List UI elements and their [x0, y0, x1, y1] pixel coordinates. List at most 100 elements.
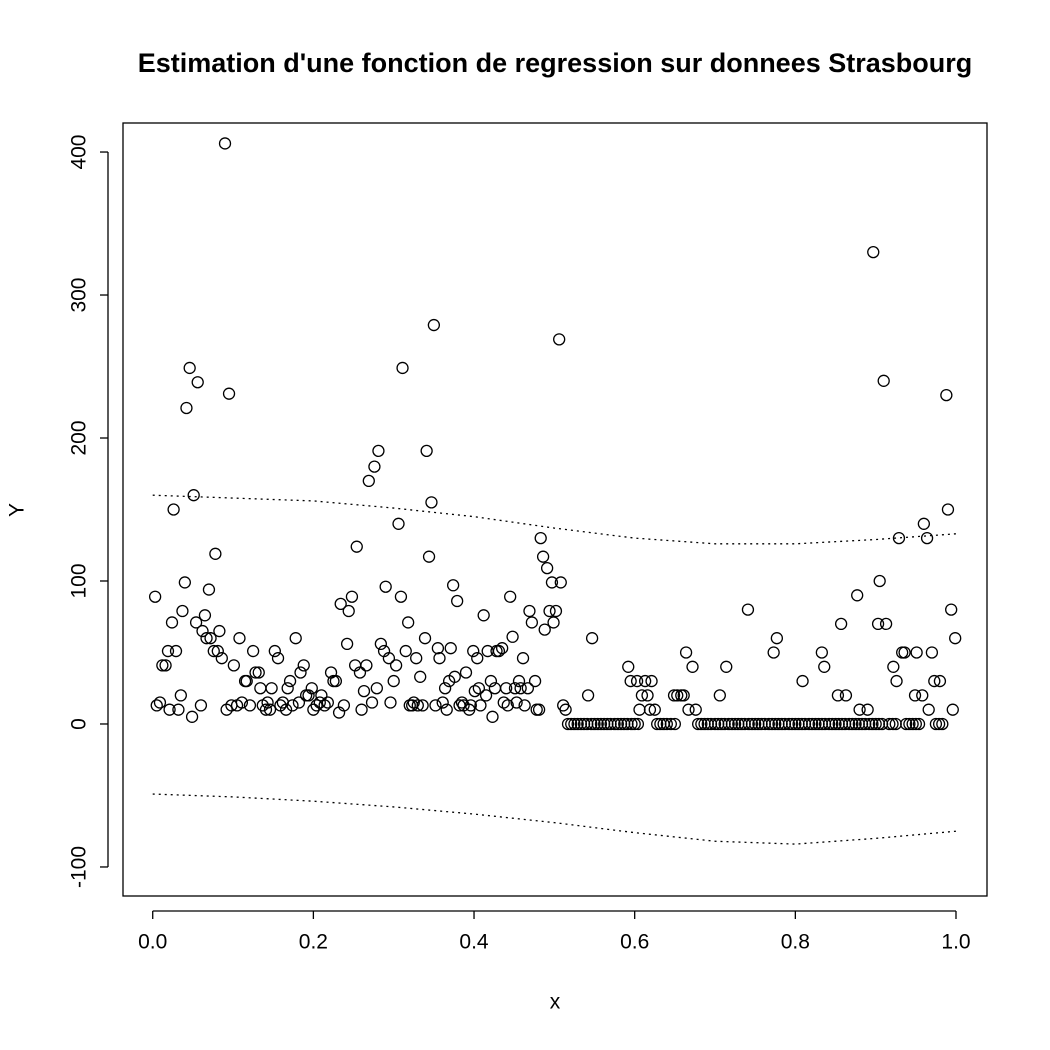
point [689, 703, 702, 716]
point [826, 717, 839, 731]
point [156, 659, 169, 672]
band-line [152, 494, 957, 545]
point [679, 646, 693, 659]
point [769, 717, 782, 731]
point [196, 624, 209, 638]
point [396, 361, 409, 375]
point [263, 703, 277, 716]
point [384, 696, 397, 709]
point [246, 644, 260, 658]
point [561, 717, 575, 731]
point [839, 689, 853, 702]
point [194, 699, 208, 712]
point [187, 489, 200, 502]
point [660, 717, 673, 731]
point [353, 666, 367, 679]
point [767, 646, 780, 659]
y-axis-title: Y [6, 503, 29, 517]
point [307, 703, 320, 716]
point [252, 666, 265, 679]
point [581, 689, 595, 702]
point [651, 717, 664, 731]
point [436, 696, 449, 709]
point [299, 689, 313, 702]
point [525, 616, 539, 629]
point [677, 689, 690, 702]
point [932, 717, 946, 731]
point [633, 703, 646, 716]
point [455, 696, 469, 709]
point [834, 617, 848, 631]
point [337, 699, 351, 712]
point [318, 699, 331, 712]
point [148, 590, 162, 603]
point [213, 624, 226, 638]
point [945, 603, 958, 616]
point [474, 699, 487, 712]
point [849, 717, 862, 731]
point [831, 689, 845, 702]
point [554, 576, 567, 589]
point [545, 576, 559, 589]
point [254, 682, 267, 695]
point [510, 696, 523, 709]
point [427, 318, 441, 332]
point [829, 717, 842, 731]
point [867, 245, 880, 259]
point [464, 699, 477, 712]
point [818, 660, 831, 673]
point [220, 703, 233, 716]
x-tick-label: 0.2 [299, 931, 328, 954]
point [414, 670, 427, 683]
point [422, 550, 436, 563]
point [741, 603, 755, 616]
y-tick-label: 0 [68, 718, 91, 730]
point [165, 616, 179, 629]
band-line [152, 793, 957, 845]
point [565, 717, 578, 731]
point [553, 333, 566, 346]
point [329, 674, 343, 688]
point [929, 717, 943, 731]
point [204, 632, 217, 645]
point [749, 717, 762, 731]
point [392, 517, 405, 530]
point [153, 696, 167, 709]
y-tick-label: 200 [68, 420, 91, 455]
point [668, 717, 681, 731]
plot-box [122, 122, 988, 897]
point [222, 387, 236, 400]
point [585, 632, 599, 645]
point [547, 616, 560, 629]
point [686, 660, 699, 673]
point [534, 531, 547, 545]
point [249, 666, 262, 679]
point [796, 674, 809, 688]
point [420, 444, 433, 458]
point [892, 531, 906, 545]
point [815, 646, 828, 659]
point [211, 644, 224, 658]
point [863, 717, 876, 731]
point [591, 717, 604, 731]
point [853, 703, 866, 716]
point [920, 531, 934, 545]
point [163, 703, 176, 716]
point [431, 642, 445, 655]
point [438, 682, 452, 695]
point [416, 699, 429, 712]
point [540, 561, 554, 575]
point [355, 703, 368, 716]
point [568, 717, 581, 731]
point [418, 632, 432, 645]
point [183, 361, 196, 375]
point [407, 696, 420, 709]
point [189, 616, 203, 629]
point [402, 616, 415, 629]
point [209, 547, 222, 560]
point [451, 594, 464, 608]
point [389, 659, 403, 672]
point [167, 503, 180, 516]
point [433, 652, 446, 665]
